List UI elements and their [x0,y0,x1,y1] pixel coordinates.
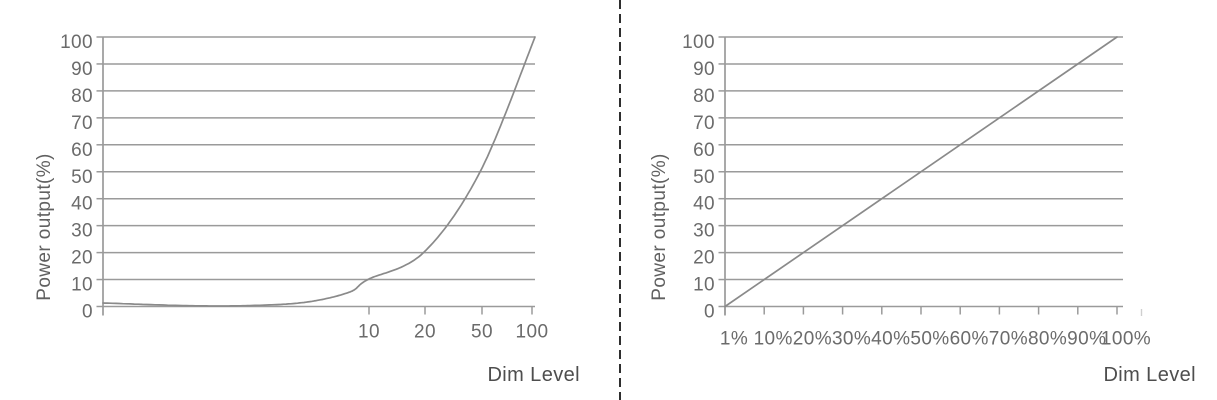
y-tick-label: 80 [71,86,93,107]
y-tick-label: 60 [71,140,93,161]
x-axis-title: Dim Level [1103,364,1196,386]
y-axis-title: Power output(%) [34,153,55,301]
y-tick-label: 30 [693,221,715,242]
linear-chart-plot: 0 10 20 30 40 50 60 70 80 90 100 1% 10% 20% 30% 40% 50% 6… [682,32,1151,350]
y-tick-label: 70 [693,113,715,134]
y-tick-label: 40 [693,194,715,215]
x-tick-label: 20% [793,329,832,350]
y-tick-label: 90 [693,59,715,80]
y-tick-label: 20 [693,248,715,269]
x-tick-label: 10 [358,322,380,343]
x-tick-label: 100% [1101,329,1151,350]
y-tick-label: 80 [693,86,715,107]
y-tick-label: 60 [693,140,715,161]
y-tick-label: 10 [693,275,715,296]
charts-divider-dashed [619,0,621,400]
y-tick-label: 0 [704,302,715,323]
x-tick-label: 10% [754,329,793,350]
y-tick-label: 30 [71,221,93,242]
x-tick-label: 30% [832,329,871,350]
x-tick-label: 1% [720,329,748,350]
x-axis-title: Dim Level [487,364,580,386]
y-tick-label: 0 [82,302,93,323]
y-tick-label: 40 [71,194,93,215]
x-tick-label: 20 [414,322,436,343]
y-axis-title: Power output(%) [649,153,670,301]
y-tick-label: 20 [71,248,93,269]
x-tick-label: 50% [910,329,949,350]
x-tick-label: 90% [1067,329,1106,350]
x-tick-label: 100 [516,322,549,343]
y-tick-label: 50 [71,167,93,188]
dimming-curve [724,36,1118,308]
x-tick-label: 50 [471,322,493,343]
dimming-curve [102,36,536,307]
log-chart-plot: 0 10 20 30 40 50 60 70 80 90 100 10 20 50 100 [60,32,548,343]
x-tick-label: 60% [950,329,989,350]
y-tick-label: 10 [71,275,93,296]
x-tick-label: 70% [989,329,1028,350]
x-tick-label: 80% [1028,329,1067,350]
y-tick-label: 70 [71,113,93,134]
log-dimming-chart: 0 10 20 30 40 50 60 70 80 90 100 10 20 50 100 Power ou… [34,32,580,386]
y-tick-label: 100 [682,32,715,53]
y-tick-label: 100 [60,32,93,53]
x-tick-label: 40% [871,329,910,350]
y-tick-label: 90 [71,59,93,80]
y-tick-label: 50 [693,167,715,188]
linear-dimming-chart: 0 10 20 30 40 50 60 70 80 90 100 1% 10% 20% 30% 40% 50% 6… [649,32,1196,386]
